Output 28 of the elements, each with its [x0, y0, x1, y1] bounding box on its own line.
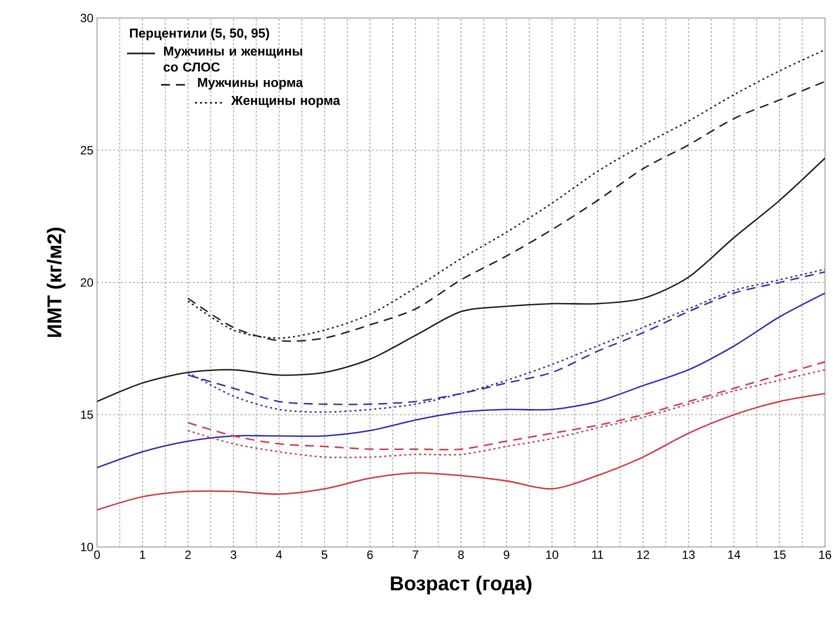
- y-axis-title: ИМТ (кг/м2): [46, 228, 66, 337]
- legend-title: Перцентили (5, 50, 95): [130, 28, 270, 40]
- x-tick-label: 0: [94, 550, 100, 559]
- legend-label: Мужчины норма: [198, 78, 304, 90]
- y-tick-label: 20: [80, 278, 94, 287]
- y-tick-label: 25: [80, 146, 93, 154]
- x-tick-label: 5: [322, 550, 328, 559]
- y-tick-label: 15: [81, 410, 93, 419]
- x-tick-label: 10: [546, 550, 558, 559]
- x-tick-label: 12: [637, 550, 650, 559]
- y-tick-label: 30: [80, 14, 94, 22]
- x-tick-label: 4: [276, 550, 282, 559]
- x-tick-label: 1: [140, 550, 146, 559]
- x-tick-label: 13: [682, 550, 695, 559]
- x-axis-title: Возраст (года): [390, 576, 532, 594]
- x-tick-label: 9: [504, 550, 510, 559]
- x-tick-label: 6: [367, 550, 373, 559]
- y-tick-label: 10: [81, 542, 94, 552]
- x-tick-label: 8: [458, 550, 464, 559]
- x-tick-label: 15: [774, 550, 786, 559]
- x-tick-label: 2: [185, 550, 191, 559]
- legend-label: Мужчины и женщины со СЛОС: [164, 46, 302, 72]
- x-tick-label: 14: [728, 550, 740, 559]
- x-tick-label: 3: [230, 550, 236, 559]
- x-tick-label: 7: [412, 550, 418, 559]
- legend-label: Женщины норма: [231, 96, 340, 108]
- x-tick-label: 11: [592, 550, 604, 559]
- x-tick-label: 16: [819, 550, 832, 559]
